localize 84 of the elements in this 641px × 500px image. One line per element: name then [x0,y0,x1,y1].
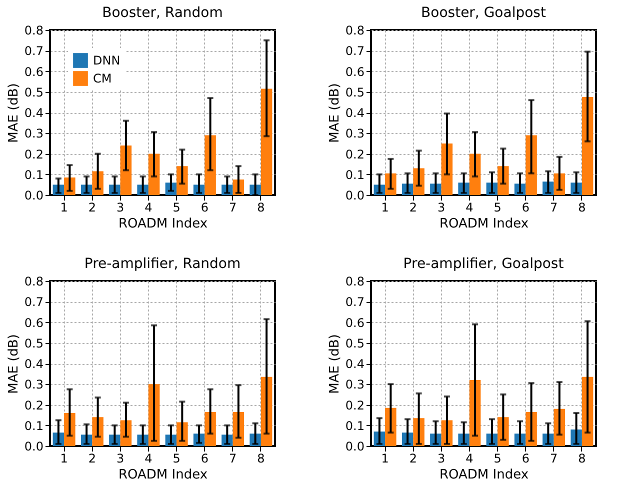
legend-label: DNN [93,54,120,68]
y-tick-label: 0.7 [24,295,44,310]
y-tick-label: 0.5 [24,85,44,100]
x-axis-title: ROADM Index [118,216,208,232]
x-tick-label: 7 [228,200,237,214]
y-tick-label: 0.5 [24,336,44,350]
x-tick-label: 5 [172,200,180,214]
y-tick-label: 0.5 [345,336,364,350]
y-tick-label: 0.2 [24,147,44,162]
y-tick-label: 0.6 [345,64,364,79]
legend-label: CM [93,72,112,86]
x-tick-label: 6 [200,452,209,466]
y-tick-label: 0.4 [345,357,364,371]
x-tick-label: 4 [144,200,152,214]
x-tick-label: 8 [257,200,265,214]
x-tick-label: 3 [116,200,124,214]
x-tick-label: 2 [409,200,418,214]
y-axis-title: MAE (dB) [327,83,342,143]
x-tick-label: 4 [466,452,474,466]
y-tick-label: 0.8 [24,24,44,38]
y-axis-title: MAE (dB) [327,334,342,394]
x-tick-label: 5 [494,452,502,466]
y-tick-label: 0.3 [24,378,44,392]
chart-title: Booster, Random [102,5,223,21]
x-tick-label: 1 [60,452,68,466]
x-tick-label: 3 [437,200,446,214]
x-tick-label: 2 [88,452,96,466]
x-tick-label: 3 [437,452,446,466]
x-tick-label: 7 [228,452,237,466]
x-tick-label: 8 [578,200,586,214]
x-tick-label: 6 [522,452,530,466]
y-tick-label: 0.0 [24,440,44,454]
x-axis-title: ROADM Index [439,468,529,482]
x-tick-label: 2 [409,452,418,466]
y-tick-label: 0.0 [24,188,44,202]
chart-title: Booster, Goalpost [421,5,546,21]
x-axis-title: ROADM Index [118,468,208,482]
x-axis-title: ROADM Index [439,216,529,232]
y-tick-label: 0.3 [345,378,364,392]
y-tick-label: 0.2 [345,398,364,412]
x-tick-label: 1 [381,200,389,214]
y-tick-label: 0.7 [345,44,364,58]
x-tick-label: 7 [550,452,558,466]
x-tick-label: 4 [144,452,152,466]
y-tick-label: 0.7 [24,44,44,58]
x-tick-label: 8 [257,452,265,466]
x-tick-label: 8 [578,452,586,466]
chart-title: Pre-amplifier, Goalpost [403,256,564,272]
y-tick-label: 0.8 [345,24,364,38]
y-axis-title: MAE (dB) [6,83,22,143]
chart-title: Pre-amplifier, Random [84,256,241,272]
y-tick-label: 0.4 [24,357,44,371]
y-tick-label: 0.2 [24,398,44,412]
x-tick-label: 4 [466,200,474,214]
y-tick-label: 0.0 [345,440,364,454]
y-tick-label: 0.1 [345,168,364,182]
y-tick-label: 0.3 [345,126,364,141]
x-tick-label: 6 [200,200,209,214]
y-tick-label: 0.3 [24,126,44,141]
y-tick-label: 0.7 [345,295,364,310]
bar [260,88,272,195]
y-tick-label: 0.6 [345,316,364,330]
y-tick-label: 0.6 [24,316,44,330]
y-tick-label: 0.1 [24,418,44,433]
y-tick-label: 0.0 [345,188,364,202]
y-tick-label: 0.1 [24,168,44,182]
y-tick-label: 0.8 [345,274,364,288]
x-tick-label: 5 [494,200,502,214]
y-axis-title: MAE (dB) [6,334,22,394]
x-tick-label: 1 [60,200,68,214]
x-tick-label: 5 [172,452,180,466]
y-tick-label: 0.4 [24,106,44,120]
x-tick-label: 6 [522,200,530,214]
x-tick-label: 1 [381,452,389,466]
y-tick-label: 0.5 [345,85,364,100]
bar [582,97,594,195]
y-tick-label: 0.1 [345,418,364,433]
y-tick-label: 0.2 [345,147,364,162]
x-tick-label: 7 [550,200,558,214]
x-tick-label: 2 [88,200,96,214]
y-tick-label: 0.4 [345,106,364,120]
y-tick-label: 0.6 [24,64,44,79]
y-tick-label: 0.8 [24,274,44,288]
x-tick-label: 3 [116,452,124,466]
